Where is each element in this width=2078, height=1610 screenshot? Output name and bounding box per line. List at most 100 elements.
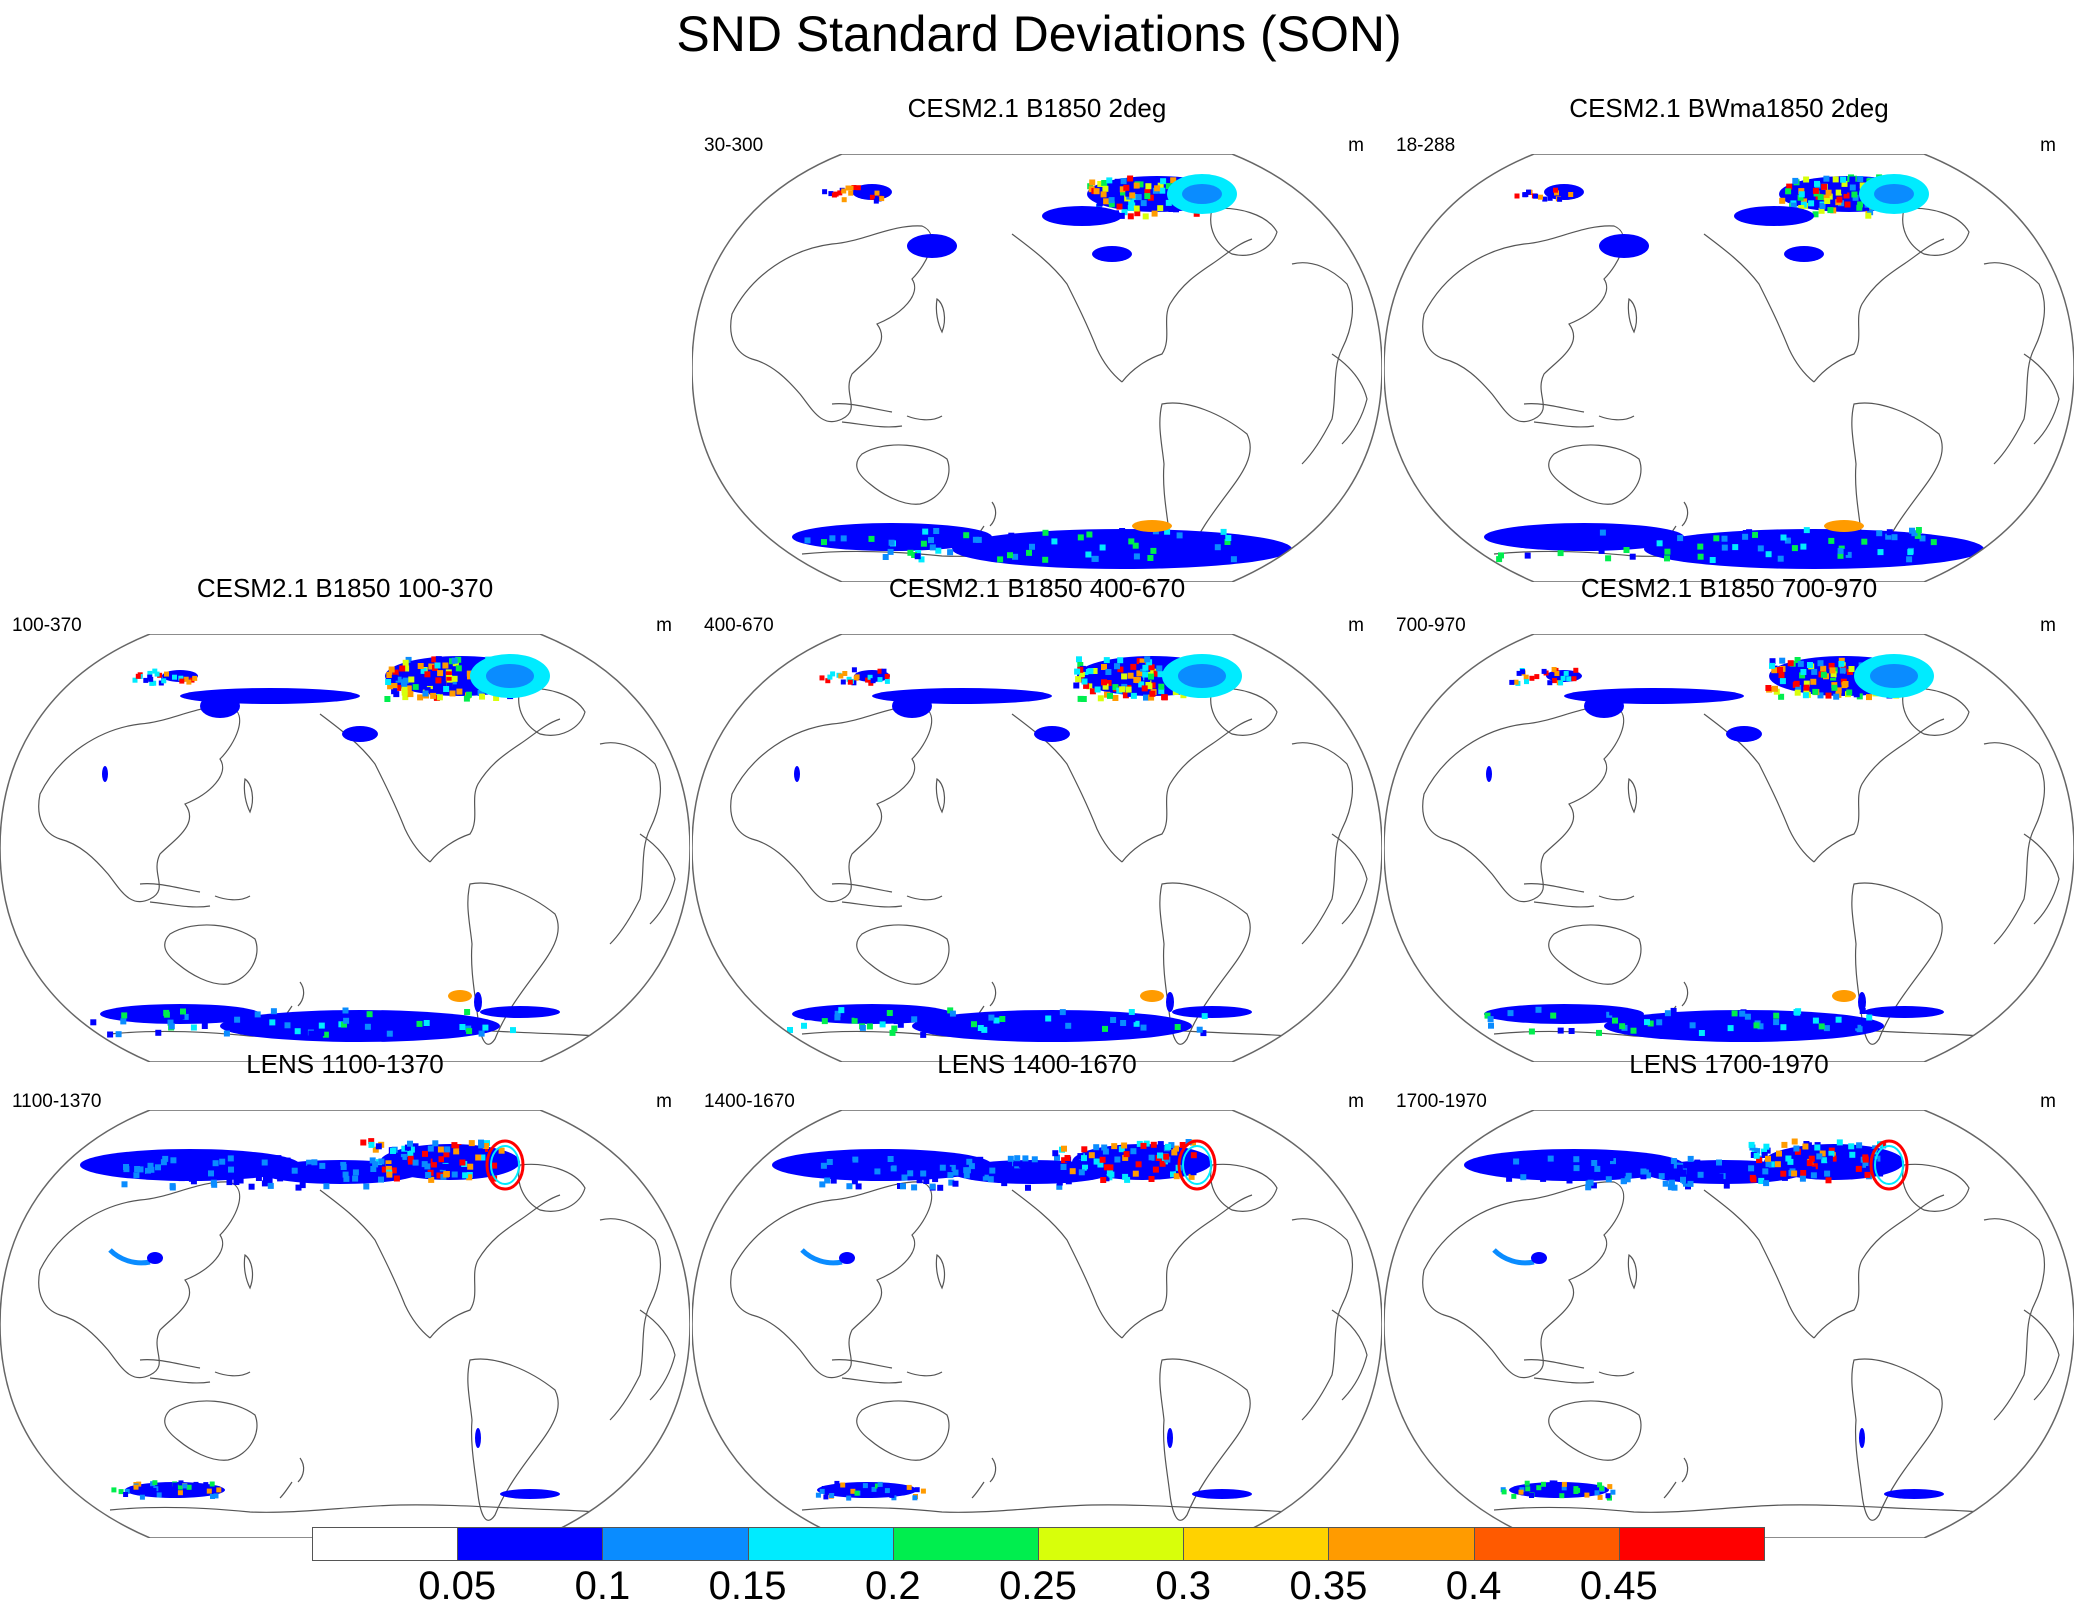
coastline xyxy=(730,225,933,423)
snow-cell xyxy=(455,656,462,663)
snow-patch xyxy=(342,726,378,742)
panel-years-label: 100-370 xyxy=(12,615,82,636)
snow-cell xyxy=(1585,1184,1592,1191)
snow-cell xyxy=(840,1482,846,1488)
snow-ring xyxy=(485,1139,525,1191)
snow-cell xyxy=(1830,1155,1837,1162)
snow-cell xyxy=(1522,192,1528,198)
snow-cell xyxy=(412,1143,419,1150)
snow-cell xyxy=(1150,1141,1157,1148)
snow-cell xyxy=(1014,1155,1021,1162)
snow-cell xyxy=(1524,1480,1530,1486)
coastline xyxy=(730,1181,933,1379)
snow-cell xyxy=(910,537,917,544)
panel-units-label: m xyxy=(656,615,672,636)
snow-cell xyxy=(1132,684,1138,691)
snow-cell xyxy=(1120,178,1127,185)
snow-cell xyxy=(182,1013,189,1020)
snow-cell xyxy=(1814,1144,1821,1151)
snow-cell xyxy=(846,1183,853,1190)
map-content xyxy=(730,1139,1368,1521)
coastline xyxy=(1663,1457,1689,1499)
snow-cell xyxy=(1851,191,1858,198)
snow-cell xyxy=(1176,532,1183,539)
snow-patch xyxy=(1042,206,1122,226)
snow-cell xyxy=(1857,201,1864,208)
snow-cell xyxy=(1096,200,1103,207)
snow-cell xyxy=(1769,662,1775,669)
snow-cell xyxy=(342,1171,349,1178)
snow-cell xyxy=(402,694,409,701)
coastline xyxy=(1902,687,1970,736)
snow-cell xyxy=(1845,551,1852,558)
snow-cell xyxy=(838,1007,845,1014)
snow-cell xyxy=(1841,549,1848,555)
snow-cell xyxy=(208,1170,214,1177)
snow-cell xyxy=(1876,530,1883,537)
snow-cell xyxy=(177,1490,183,1496)
snow-cell xyxy=(459,1024,466,1030)
coastline xyxy=(2023,353,2060,445)
snow-cell xyxy=(424,671,431,678)
snow-cell xyxy=(178,1480,184,1486)
snow-cell xyxy=(972,536,979,543)
snow-cell xyxy=(867,674,873,680)
snow-cell xyxy=(1664,548,1671,555)
snow-cell xyxy=(1158,688,1165,695)
snow-cell xyxy=(920,540,927,547)
snow-cell xyxy=(1102,683,1109,690)
snow-cell xyxy=(1558,680,1564,686)
snow-cell xyxy=(475,1154,482,1161)
snow-cell xyxy=(1799,1175,1806,1182)
snow-cell xyxy=(1128,199,1135,206)
snow-cell xyxy=(838,673,844,679)
snow-cell xyxy=(1758,1177,1765,1184)
snow-cell xyxy=(1812,187,1819,194)
snow-cell xyxy=(1031,1156,1038,1163)
snow-cell xyxy=(876,196,882,202)
snow-cell xyxy=(1756,1029,1763,1036)
snow-cell xyxy=(1164,528,1171,535)
snow-cell xyxy=(1160,178,1167,185)
snow-cell xyxy=(920,1488,926,1494)
snow-cell xyxy=(378,1158,385,1165)
snow-cell xyxy=(1817,194,1824,201)
snow-cell xyxy=(1755,1161,1762,1168)
snow-cell xyxy=(1115,1171,1122,1178)
snow-cell xyxy=(152,668,158,674)
snow-cell xyxy=(1080,696,1087,702)
snow-cell xyxy=(455,665,462,672)
snow-cell xyxy=(133,1484,139,1490)
snow-cell xyxy=(151,1487,157,1493)
snow-cell xyxy=(1140,1142,1147,1149)
coastline xyxy=(1983,742,2045,945)
snow-cell xyxy=(1811,1163,1818,1170)
snow-cell xyxy=(1843,192,1850,199)
snow-cell xyxy=(1856,693,1863,700)
snow-patch xyxy=(1644,529,1984,569)
snow-cell xyxy=(311,1159,318,1166)
coastline xyxy=(971,1457,997,1499)
snow-cell xyxy=(1181,1159,1188,1166)
snow-cell xyxy=(1540,1175,1547,1182)
snow-cell xyxy=(1081,678,1088,685)
snow-cell xyxy=(1110,1017,1117,1023)
map-border xyxy=(692,154,1382,582)
coastline xyxy=(639,833,676,925)
snow-cell xyxy=(1752,539,1759,546)
snow-cell xyxy=(147,674,153,680)
snow-cell xyxy=(999,1016,1006,1022)
snow-cell xyxy=(295,1184,302,1191)
panel-title: LENS 1700-1970 xyxy=(1629,1049,1829,1079)
snow-cell xyxy=(386,1171,393,1178)
snow-cell xyxy=(1513,679,1519,685)
snow-cell xyxy=(1866,694,1872,701)
snow-cell xyxy=(1828,1150,1835,1157)
snow-cell xyxy=(886,1010,893,1016)
snow-cell xyxy=(1820,665,1827,672)
coastline xyxy=(1159,882,1251,1045)
snow-cell xyxy=(152,1480,158,1486)
snow-cell xyxy=(1907,549,1914,556)
snow-cell xyxy=(1142,664,1149,671)
snow-cell xyxy=(1100,1177,1107,1183)
